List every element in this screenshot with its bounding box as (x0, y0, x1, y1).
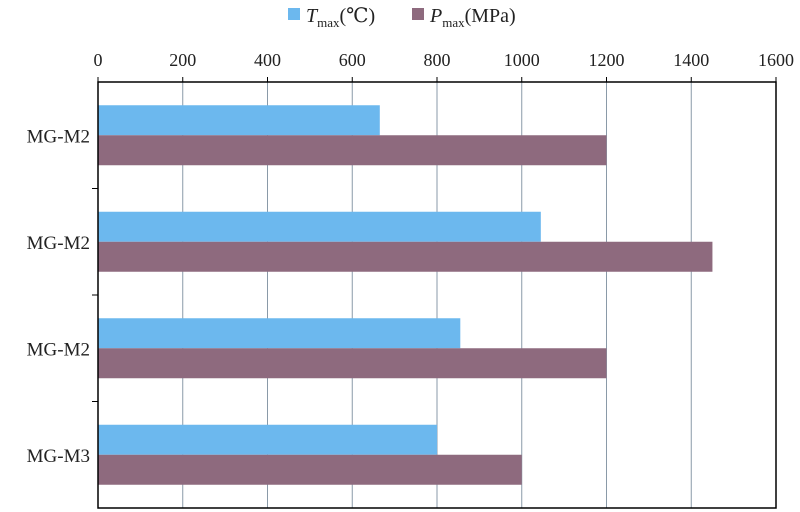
legend: Tmax(℃) Pmax(MPa) (288, 5, 516, 30)
bar-tmax (98, 318, 461, 349)
x-tick-label: 1200 (589, 50, 625, 70)
category-label: MG-M2 (27, 126, 90, 147)
bar-tmax (98, 424, 437, 455)
x-tick-label: 1000 (504, 50, 540, 70)
legend-entry: Tmax(℃) (306, 5, 375, 30)
bar-pmax (98, 454, 522, 485)
bar-pmax (98, 241, 713, 272)
plot-frame (97, 81, 777, 509)
bar-tmax (98, 105, 380, 136)
x-tick-label: 800 (424, 50, 451, 70)
x-tick-label: 0 (94, 50, 103, 70)
x-tick-labels: 0 200 400 600 800 1000 1200 1400 1600 (94, 50, 795, 70)
bar-tmax (98, 211, 541, 242)
legend-swatch (412, 8, 424, 20)
category-label: MG-M3 (27, 446, 90, 467)
category-label: MG-M2 (27, 339, 90, 360)
x-tick-label: 200 (169, 50, 196, 70)
x-tick-label: 600 (339, 50, 366, 70)
legend-entry: Pmax(MPa) (429, 5, 516, 30)
bar-pmax (98, 348, 607, 379)
legend-swatch (288, 8, 300, 20)
x-tick-label: 400 (254, 50, 281, 70)
category-label: MG-M2 (27, 233, 90, 254)
bar-pmax (98, 135, 607, 166)
plot-area: MG-M2 MG-M2 MG-M2 MG-M3 (27, 77, 777, 509)
x-tick-label: 1600 (758, 50, 794, 70)
x-tick-label: 1400 (673, 50, 709, 70)
